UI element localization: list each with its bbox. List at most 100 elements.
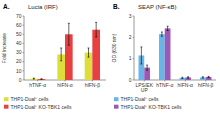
- y-tick-label: 0: [19, 77, 22, 83]
- error-bar-stem: [167, 26, 168, 30]
- error-bar-cap: [208, 77, 210, 78]
- y-axis: [134, 16, 135, 80]
- x-tick-label: hTNF-α: [29, 82, 46, 88]
- bar: [200, 77, 206, 80]
- x-tick-label-line: hIFN-β: [85, 82, 101, 88]
- bar: [92, 30, 100, 80]
- error-bar: [60, 48, 62, 61]
- marks: [139, 26, 212, 80]
- error-bar-cap: [146, 65, 148, 66]
- error-bar: [187, 77, 189, 78]
- x-tick-label-line: hIFN-β: [198, 82, 214, 88]
- error-bar: [167, 26, 169, 30]
- panel: B.SEAP (NF-κB)OD (630 nm)0123LPS/EKUPhTN…: [111, 3, 216, 110]
- bar: [165, 28, 171, 80]
- marks: [30, 22, 100, 80]
- y-axis: [24, 16, 25, 80]
- error-bar: [146, 65, 148, 70]
- legend-swatch: [114, 97, 119, 101]
- legend-label: THP1-Dual⁺ cells: [121, 96, 160, 102]
- error-bar-cap: [167, 26, 169, 27]
- y-tick-label: 60: [16, 22, 22, 28]
- y-tick-label: 30: [16, 49, 22, 55]
- error-bar-cap: [40, 79, 42, 80]
- x-tick-label: hTNF-α: [156, 82, 173, 88]
- title: Lucia (IRF): [28, 4, 58, 10]
- error-bar-cap: [187, 76, 189, 77]
- error-bar: [181, 77, 183, 78]
- error-bar-stem: [33, 78, 34, 80]
- x-tick-label: hIFN-β: [198, 82, 214, 88]
- error-bar-cap: [181, 77, 183, 78]
- legend-label: THP1-Dual⁺ cells: [11, 96, 50, 102]
- x-tick-label-line: hTNF-α: [29, 82, 46, 88]
- x-tick-label: hIFN-α: [57, 82, 73, 88]
- error-bar: [40, 78, 42, 80]
- y-tick-label: 40: [16, 40, 22, 46]
- error-bar: [202, 77, 204, 78]
- error-bar-cap: [33, 79, 35, 80]
- error-bar-cap: [202, 78, 204, 79]
- error-bar-cap: [95, 37, 97, 38]
- error-bar-stem: [61, 48, 62, 61]
- x-tick-label-line: hIFN-α: [57, 82, 73, 88]
- error-bar-cap: [140, 64, 142, 65]
- error-bar-cap: [187, 78, 189, 79]
- panel-label: B.: [113, 3, 120, 10]
- chart: A. Lucia (IRF) Fold Increase 0 10 20 30 40 50 60 7…: [0, 0, 220, 126]
- y-tick-label: 70: [16, 13, 22, 19]
- error-bar-cap: [95, 22, 97, 23]
- bar: [185, 77, 191, 80]
- y-axis-label: Fold Increase: [1, 33, 7, 64]
- error-bar-stem: [68, 23, 69, 45]
- error-bar: [88, 48, 90, 57]
- error-bar-cap: [202, 76, 204, 77]
- error-bar-cap: [88, 48, 90, 49]
- x-tick-label-line: UP: [141, 87, 149, 93]
- error-bar: [140, 47, 142, 64]
- legend-swatch: [4, 105, 9, 109]
- bar: [38, 79, 46, 80]
- error-bar-cap: [33, 78, 35, 79]
- y-tick-label: 2: [129, 34, 132, 40]
- x-tick-label: LPS/EKUP: [135, 82, 153, 94]
- bar: [206, 77, 212, 80]
- error-bar-stem: [141, 47, 142, 64]
- error-bar-stem: [41, 78, 42, 80]
- error-bar: [33, 78, 35, 80]
- error-bar: [68, 23, 70, 45]
- y-tick-label: 20: [16, 58, 22, 64]
- error-bar-cap: [167, 30, 169, 31]
- bar: [159, 34, 165, 80]
- error-bar: [161, 32, 163, 36]
- x-tick-label-line: hIFN-α: [178, 82, 194, 88]
- error-bar-cap: [68, 45, 70, 46]
- error-bar-cap: [208, 76, 210, 77]
- legend-label: THP1-Dual⁺ KO-TBK1 cells: [121, 104, 182, 110]
- legend-swatch: [4, 97, 9, 101]
- error-bar-cap: [60, 60, 62, 61]
- error-bar-cap: [161, 32, 163, 33]
- legend: THP1-Dual⁺ cells THP1-Dual⁺ KO-TBK1 cells: [114, 96, 182, 110]
- panel-label: A.: [3, 3, 10, 10]
- error-bar-cap: [140, 46, 142, 47]
- y-tick-label: 50: [16, 31, 22, 37]
- y-tick-label: 1: [129, 55, 132, 61]
- error-bar-stem: [88, 48, 89, 57]
- y-tick-label: 10: [16, 68, 22, 74]
- y-tick-label: 3: [129, 13, 132, 19]
- error-bar-cap: [68, 23, 70, 24]
- error-bar: [208, 76, 210, 77]
- error-bar: [95, 22, 97, 37]
- error-bar-stem: [188, 77, 189, 78]
- error-bar-cap: [146, 70, 148, 71]
- x-tick-label-line: hTNF-α: [156, 82, 173, 88]
- bar: [30, 79, 38, 80]
- error-bar-stem: [96, 22, 97, 37]
- error-bar-cap: [40, 78, 42, 79]
- legend-label: THP1-Dual⁺ KO-TBK1 cells: [11, 104, 72, 110]
- legend-swatch: [114, 105, 119, 109]
- error-bar-stem: [182, 77, 183, 78]
- error-bar-stem: [202, 77, 203, 78]
- legend: THP1-Dual⁺ cells THP1-Dual⁺ KO-TBK1 cells: [4, 96, 72, 110]
